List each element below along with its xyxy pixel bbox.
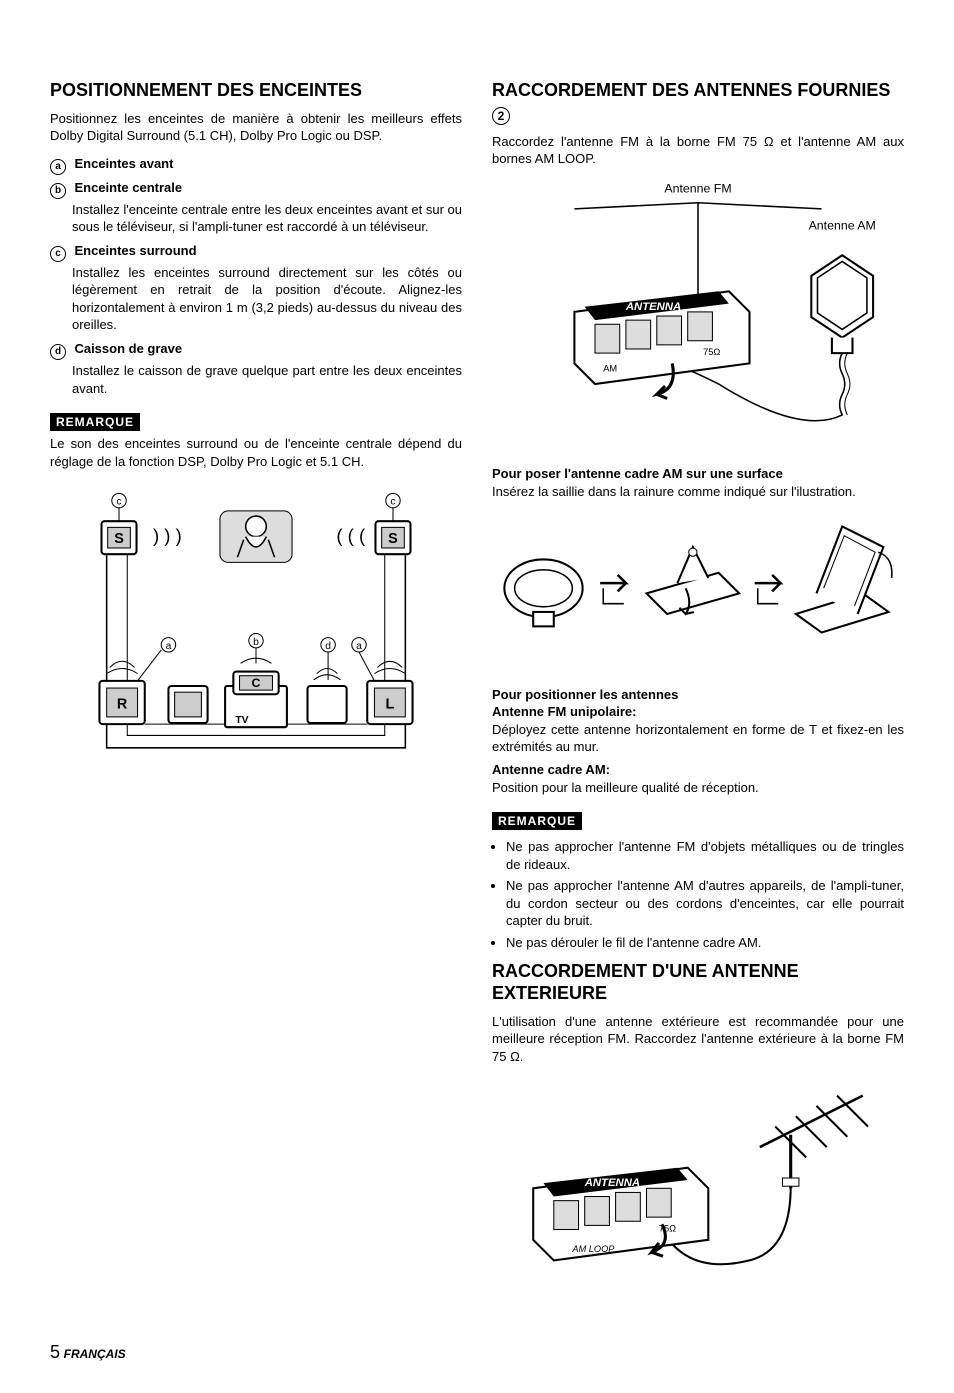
antenna-connection-diagram: Antenne FM Antenne AM ANTEN	[492, 178, 904, 451]
svg-text:ANTENNA: ANTENNA	[625, 301, 681, 313]
item-d-title: Caisson de grave	[74, 341, 182, 356]
sec2-title: Pour positionner les antennes	[492, 687, 904, 702]
sec2-sub2-title: Antenne cadre AM:	[492, 762, 904, 777]
remark-list-right: Ne pas approcher l'antenne FM d'objets m…	[492, 838, 904, 951]
remark-item-3: Ne pas dérouler le fil de l'antenne cadr…	[506, 934, 904, 952]
svg-text:a: a	[356, 641, 362, 652]
remark-item-2: Ne pas approcher l'antenne AM d'autres a…	[506, 877, 904, 930]
sec2-sub1-body: Déployez cette antenne horizontalement e…	[492, 721, 904, 756]
right-intro: Raccordez l'antenne FM à la borne FM 75 …	[492, 133, 904, 168]
marker-d: d	[50, 344, 66, 360]
am-loop-stand-diagram	[492, 511, 904, 671]
remark-label-right: REMARQUE	[492, 812, 582, 830]
marker-c: c	[50, 246, 66, 262]
marker-b: b	[50, 183, 66, 199]
step-number-2: 2	[492, 107, 510, 125]
item-a: a Enceintes avant	[50, 155, 462, 175]
marker-a: a	[50, 159, 66, 175]
svg-text:C: C	[252, 676, 261, 690]
remark-label-left: REMARQUE	[50, 413, 140, 431]
svg-text:) ) ): ) ) )	[153, 525, 182, 546]
page-body: POSITIONNEMENT DES ENCEINTES Positionnez…	[0, 0, 954, 1342]
right-h2-body: L'utilisation d'une antenne extérieure e…	[492, 1013, 904, 1066]
item-a-title: Enceintes avant	[74, 156, 173, 171]
ext-antenna-svg: ANTENNA AM LOOP 75Ω	[492, 1075, 904, 1281]
am-stand-svg	[492, 511, 904, 666]
sec2-sub1-title: Antenne FM unipolaire:	[492, 704, 904, 719]
label-S-left: S	[114, 531, 124, 547]
page-footer: 5 FRANÇAIS	[0, 1342, 954, 1393]
svg-text:Antenne FM: Antenne FM	[664, 181, 731, 195]
svg-text:TV: TV	[235, 715, 248, 726]
svg-text:Antenne AM: Antenne AM	[809, 218, 876, 232]
sec1-title: Pour poser l'antenne cadre AM sur une su…	[492, 466, 904, 481]
speaker-layout-diagram: S ) ) ) c S ( ( ( c	[50, 480, 462, 773]
svg-text:75Ω: 75Ω	[703, 347, 720, 357]
svg-text:R: R	[117, 697, 128, 713]
item-d: d Caisson de grave	[50, 340, 462, 360]
sec1-body: Insérez la saillie dans la rainure comme…	[492, 483, 904, 501]
left-column: POSITIONNEMENT DES ENCEINTES Positionnez…	[50, 80, 462, 1302]
left-heading: POSITIONNEMENT DES ENCEINTES	[50, 80, 462, 102]
svg-text:c: c	[390, 497, 395, 508]
right-heading-2: RACCORDEMENT D'UNE ANTENNE EXTERIEURE	[492, 961, 904, 1004]
sec2-sub2-body: Position pour la meilleure qualité de ré…	[492, 779, 904, 797]
item-c: c Enceintes surround	[50, 242, 462, 262]
item-b-title: Enceinte centrale	[74, 180, 182, 195]
label-S-right: S	[388, 531, 398, 547]
left-intro: Positionnez les enceintes de manière à o…	[50, 110, 462, 145]
right-heading-1: RACCORDEMENT DES ANTENNES FOURNIES 2	[492, 80, 904, 125]
svg-text:d: d	[325, 641, 331, 652]
item-b: b Enceinte centrale	[50, 179, 462, 199]
svg-text:( ( (: ( ( (	[336, 525, 366, 546]
svg-text:AM LOOP: AM LOOP	[571, 1244, 615, 1254]
remark-body-left: Le son des enceintes surround ou de l'en…	[50, 435, 462, 470]
item-b-body: Installez l'enceinte centrale entre les …	[72, 201, 462, 236]
speaker-layout-svg: S ) ) ) c S ( ( ( c	[50, 480, 462, 768]
remark-item-1: Ne pas approcher l'antenne FM d'objets m…	[506, 838, 904, 873]
external-antenna-diagram: ANTENNA AM LOOP 75Ω	[492, 1075, 904, 1286]
svg-text:a: a	[166, 641, 172, 652]
svg-text:c: c	[116, 497, 121, 508]
item-d-body: Installez le caisson de grave quelque pa…	[72, 362, 462, 397]
svg-text:AM: AM	[603, 363, 617, 373]
svg-text:L: L	[385, 697, 394, 713]
page-language: FRANÇAIS	[64, 1347, 126, 1361]
item-c-body: Installez les enceintes surround directe…	[72, 264, 462, 334]
item-c-title: Enceintes surround	[74, 243, 196, 258]
page-number: 5	[50, 1342, 60, 1362]
svg-text:b: b	[253, 637, 259, 648]
right-column: RACCORDEMENT DES ANTENNES FOURNIES 2 Rac…	[492, 80, 904, 1302]
svg-text:ANTENNA: ANTENNA	[584, 1178, 640, 1190]
antenna-svg-1: Antenne FM Antenne AM ANTEN	[492, 178, 904, 446]
